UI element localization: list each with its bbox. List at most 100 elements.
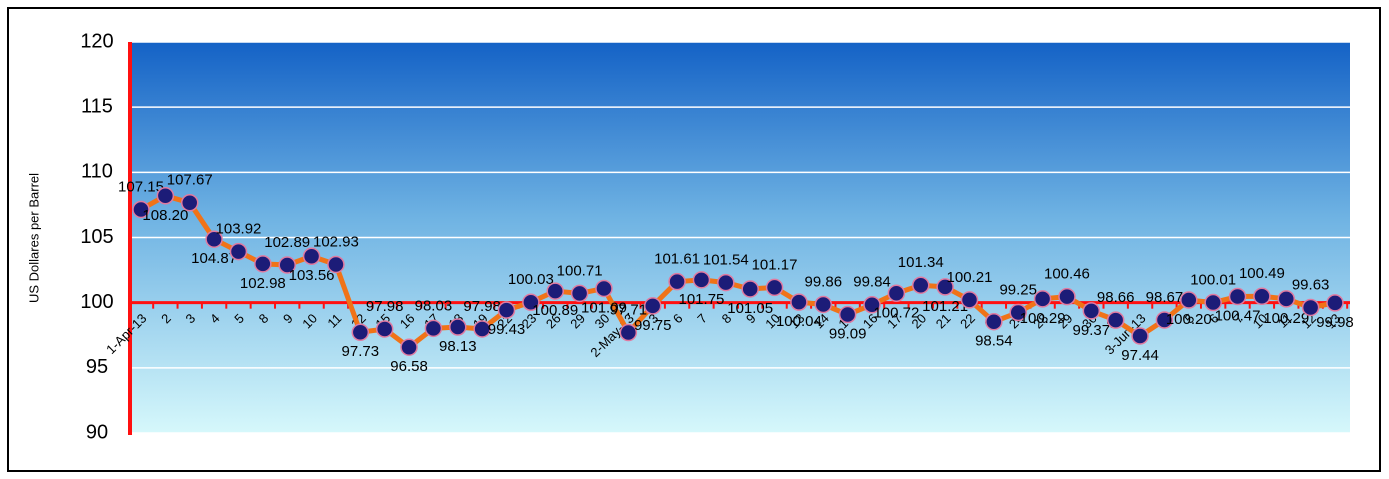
data-label: 107.67: [167, 172, 213, 189]
data-label: 100.71: [557, 262, 603, 279]
marker: [424, 319, 443, 338]
marker: [790, 293, 808, 311]
data-label: 103.56: [289, 267, 335, 284]
data-label: 101.17: [752, 256, 798, 273]
marker: [473, 320, 491, 338]
marker: [1009, 303, 1027, 322]
data-label: 101.54: [703, 252, 749, 269]
marker: [254, 255, 272, 273]
data-label: 97.44: [1121, 347, 1159, 364]
data-label: 101.75: [679, 291, 725, 308]
marker: [838, 305, 857, 324]
data-label: 98.03: [415, 297, 453, 314]
marker: [156, 187, 175, 205]
marker: [814, 295, 833, 314]
marker: [1301, 298, 1320, 317]
data-label: 100.20: [1166, 311, 1212, 328]
marker: [1253, 287, 1271, 306]
marker: [668, 272, 686, 291]
data-label: 104.87: [191, 250, 237, 267]
data-label: 100.29: [1020, 310, 1066, 327]
data-label: 99.84: [853, 274, 891, 291]
marker: [936, 278, 954, 296]
data-label: 99.98: [1316, 314, 1354, 331]
y-tick-label: 120: [80, 30, 113, 52]
data-label: 101.61: [654, 251, 700, 268]
marker: [1082, 302, 1101, 320]
y-tick-label: 90: [86, 421, 108, 443]
data-label: 99.37: [1073, 322, 1111, 339]
data-label: 99.43: [488, 321, 526, 338]
marker: [400, 338, 418, 356]
marker: [1204, 293, 1222, 312]
marker: [960, 291, 979, 309]
marker: [205, 230, 223, 248]
marker: [1131, 327, 1149, 345]
y-tick-label: 115: [81, 95, 113, 117]
marker: [570, 284, 589, 303]
marker: [1326, 294, 1344, 312]
marker: [229, 242, 248, 261]
data-label: 98.67: [1146, 289, 1184, 306]
y-axis-label: US Dollares per Barrel: [26, 173, 41, 303]
marker: [375, 320, 394, 338]
marker: [1106, 311, 1125, 329]
marker: [619, 323, 638, 342]
marker: [717, 273, 735, 292]
data-label: 100.21: [947, 269, 993, 286]
data-label: 99.63: [1292, 276, 1330, 293]
marker: [887, 284, 906, 303]
marker: [132, 200, 150, 219]
data-label: 103.92: [216, 221, 262, 238]
data-label: 100.46: [1044, 266, 1090, 283]
data-label: 100.49: [1239, 265, 1285, 282]
marker: [180, 193, 199, 212]
data-label: 100.47: [1215, 308, 1261, 325]
data-label: 99.09: [829, 325, 867, 342]
y-tick-label: 110: [81, 161, 113, 183]
data-label: 102.98: [240, 275, 286, 292]
data-label: 99.86: [805, 273, 843, 290]
marker: [863, 296, 881, 314]
marker: [912, 276, 930, 294]
y-tick-label: 100: [80, 291, 113, 313]
marker: [351, 323, 370, 342]
marker: [278, 256, 296, 274]
marker: [302, 247, 321, 266]
y-tick-label: 105: [80, 226, 113, 248]
marker: [1155, 311, 1174, 329]
y-tick-label: 95: [86, 356, 108, 378]
data-label: 101.09: [581, 299, 627, 316]
data-label: 100.03: [508, 271, 554, 288]
data-label: 96.58: [390, 358, 428, 375]
marker: [643, 297, 662, 315]
data-label: 107.15: [118, 178, 164, 195]
data-label: 98.66: [1097, 289, 1135, 306]
marker: [1228, 287, 1247, 306]
data-label: 100.72: [873, 304, 919, 321]
data-label: 101.34: [898, 254, 944, 271]
marker: [497, 301, 516, 319]
data-label: 99.75: [634, 317, 672, 334]
data-label: 102.89: [264, 234, 310, 251]
data-label: 102.93: [313, 233, 359, 250]
data-label: 98.13: [439, 338, 477, 355]
data-label: 101.05: [727, 300, 773, 317]
marker: [327, 255, 345, 274]
marker: [1180, 291, 1198, 309]
marker: [522, 293, 540, 312]
data-label: 100.29: [1263, 310, 1309, 327]
data-label: 108.20: [142, 207, 188, 224]
data-label: 100.04: [776, 313, 822, 330]
data-label: 99.25: [999, 281, 1037, 298]
data-label: 100.89: [532, 302, 578, 319]
data-label: 97.98: [463, 298, 501, 315]
marker: [765, 278, 784, 297]
marker: [595, 279, 613, 298]
marker: [985, 312, 1003, 331]
marker: [692, 271, 711, 289]
marker: [1277, 290, 1296, 308]
data-label: 97.73: [342, 343, 380, 360]
data-label: 98.54: [975, 333, 1013, 350]
